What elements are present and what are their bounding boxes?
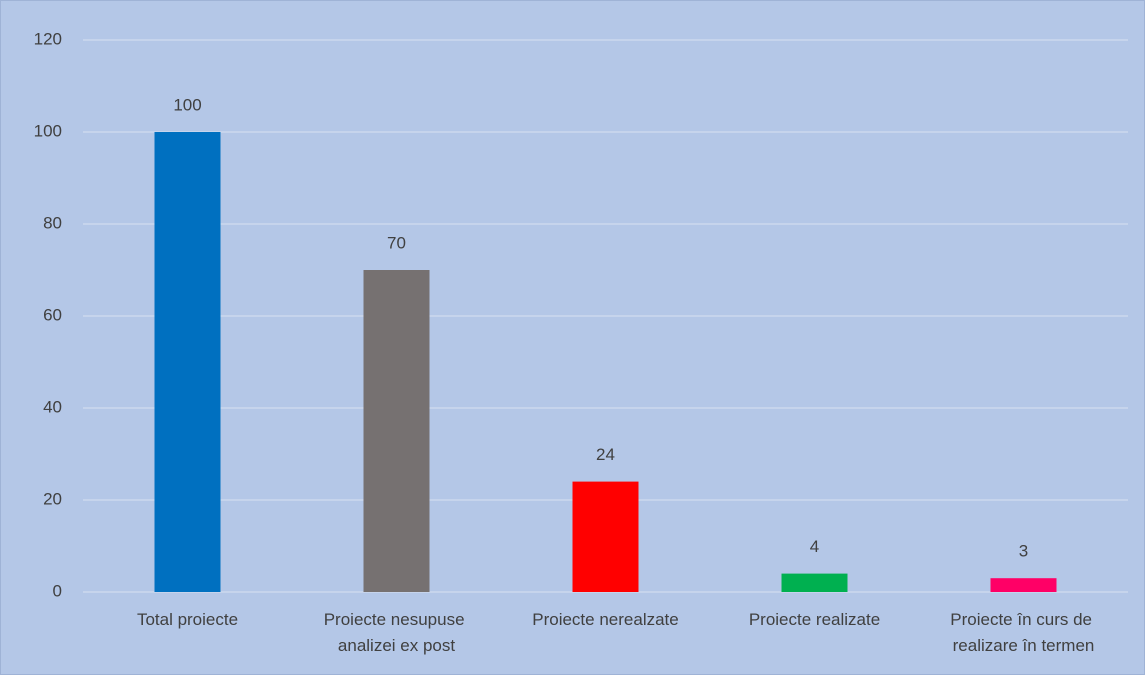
bar: [781, 573, 848, 592]
data-label: 70: [387, 233, 406, 252]
bar: [990, 578, 1057, 592]
x-tick-label: Proiecte nesupuse analizei ex post: [324, 610, 470, 655]
y-tick-label: 120: [34, 29, 62, 48]
data-label: 4: [810, 537, 819, 556]
x-tick-label: Total proiecte: [137, 610, 238, 629]
y-tick-label: 60: [43, 305, 62, 324]
y-tick-label: 0: [53, 581, 62, 600]
x-tick-label: Proiecte realizate: [749, 610, 880, 629]
bar: [154, 132, 221, 592]
y-tick-label: 20: [43, 489, 62, 508]
x-tick-label: Proiecte nerealzate: [532, 610, 678, 629]
data-label: 24: [596, 445, 615, 464]
data-label: 100: [173, 95, 201, 114]
y-tick-label: 40: [43, 397, 62, 416]
data-label: 3: [1019, 542, 1028, 561]
bar: [572, 481, 639, 592]
x-tick-label: Proiecte în curs de realizare în termen: [950, 610, 1096, 655]
bar: [363, 270, 430, 592]
y-tick-label: 80: [43, 213, 62, 232]
y-tick-label: 100: [34, 121, 62, 140]
